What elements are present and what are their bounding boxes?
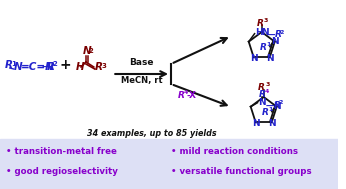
Text: MeCN, rt: MeCN, rt — [121, 76, 162, 85]
Text: 2: 2 — [53, 61, 57, 67]
Text: 3: 3 — [265, 83, 270, 88]
Text: R: R — [260, 43, 266, 52]
Text: N: N — [271, 37, 279, 46]
Bar — [0, 139, 338, 189]
Text: 2: 2 — [89, 48, 94, 54]
Text: H: H — [76, 62, 85, 72]
Text: H: H — [256, 28, 263, 37]
Text: N: N — [268, 119, 275, 128]
Text: 1: 1 — [11, 61, 16, 67]
Text: =C=N: =C=N — [20, 62, 54, 72]
Text: —: — — [41, 63, 49, 72]
Text: 4: 4 — [264, 89, 269, 94]
Text: Base: Base — [129, 58, 154, 67]
Text: R: R — [95, 62, 103, 72]
Text: R: R — [262, 108, 268, 117]
Text: 2: 2 — [279, 100, 283, 105]
Text: N: N — [14, 62, 22, 72]
Text: 1: 1 — [267, 42, 271, 47]
Text: R: R — [5, 60, 13, 70]
Text: • good regioselectivity: • good regioselectivity — [6, 167, 118, 177]
Text: 1: 1 — [268, 107, 273, 112]
Text: -X: -X — [186, 91, 197, 101]
Text: 4: 4 — [184, 91, 188, 95]
Text: +: + — [60, 58, 71, 72]
Text: • transition-metal free: • transition-metal free — [6, 147, 117, 156]
Text: N: N — [83, 46, 92, 56]
Text: —R: —R — [265, 101, 281, 110]
Text: R: R — [178, 91, 185, 101]
Text: • versatile functional groups: • versatile functional groups — [171, 167, 311, 177]
Text: R: R — [258, 84, 265, 92]
Text: R: R — [258, 90, 265, 99]
Text: N: N — [273, 102, 281, 111]
Text: R: R — [47, 62, 55, 72]
Text: 3: 3 — [263, 18, 268, 22]
Text: N: N — [262, 28, 269, 37]
Text: N: N — [258, 98, 266, 107]
Text: 3: 3 — [102, 63, 107, 69]
Text: N: N — [250, 54, 257, 63]
Text: —R: —R — [267, 30, 283, 39]
Text: 2: 2 — [280, 30, 284, 35]
Text: 34 examples, up to 85 yields: 34 examples, up to 85 yields — [86, 129, 216, 138]
Text: N: N — [252, 119, 260, 128]
Text: R: R — [256, 19, 263, 28]
Text: • mild reaction conditions: • mild reaction conditions — [171, 147, 298, 156]
Text: N: N — [266, 54, 274, 63]
